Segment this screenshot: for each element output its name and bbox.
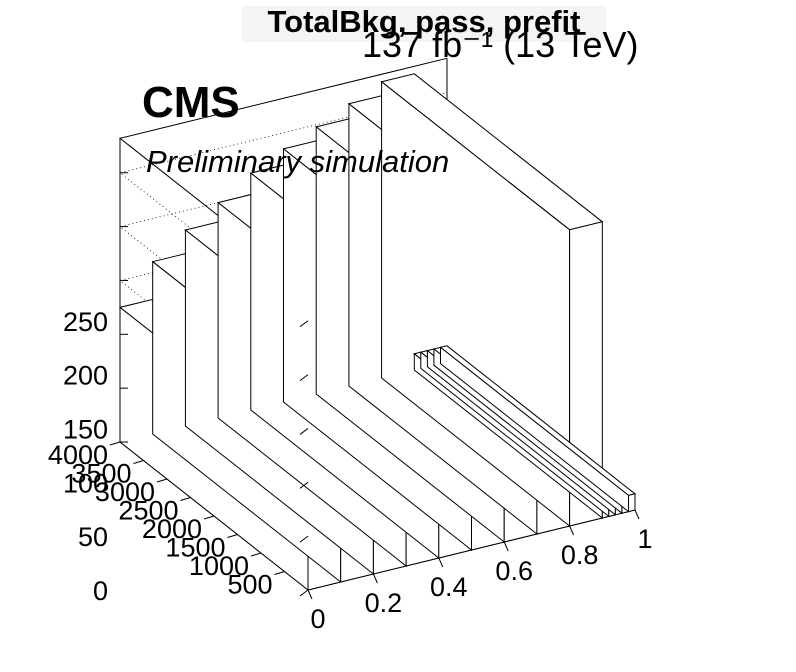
z-tick-label-1: 50 xyxy=(78,522,108,552)
y-tick-mark-6 xyxy=(133,460,144,464)
x-tick-label-5: 1 xyxy=(637,524,652,554)
title-box xyxy=(242,6,606,42)
y-tick-mark-1 xyxy=(250,552,262,557)
x-tick-label-1: 0.2 xyxy=(365,588,403,618)
y-tick-label-0: 500 xyxy=(227,570,272,600)
x-tick-label-4: 0.8 xyxy=(561,540,599,570)
lego-bar-13 xyxy=(439,345,637,513)
x-tick-mark-0 xyxy=(307,589,313,600)
x-tick-label-3: 0.6 xyxy=(495,556,533,586)
x-tick-mark-4 xyxy=(569,525,575,536)
y-tick-mark-2 xyxy=(227,534,238,538)
z-tick-mark-front-1 xyxy=(299,535,309,543)
bar-front-face xyxy=(628,493,636,513)
x-tick-label-0: 0 xyxy=(310,604,325,634)
x-tick-label-2: 0.4 xyxy=(430,572,468,602)
tick-labels: 05010015020025000.20.40.60.8150010001500… xyxy=(48,172,653,634)
bars-group xyxy=(118,73,637,592)
y-tick-label-4: 2500 xyxy=(118,496,178,526)
y-tick-label-5: 3000 xyxy=(95,477,155,507)
y-tick-label-3: 2000 xyxy=(142,514,202,544)
y-tick-label-6: 3500 xyxy=(71,459,131,489)
z-tick-mark-front-3 xyxy=(299,428,309,435)
y-tick-label-7: 4000 xyxy=(48,440,108,470)
z-tick-mark-front-4 xyxy=(299,374,309,382)
x-tick-mark-2 xyxy=(438,557,444,568)
y-tick-label-1: 1000 xyxy=(189,551,249,581)
z-tick-label-5: 250 xyxy=(63,307,108,337)
z-tick-mark-front-2 xyxy=(299,481,309,489)
y-tick-mark-7 xyxy=(109,441,121,446)
z-tick-mark-front-5 xyxy=(299,320,309,328)
y-tick-label-2: 1500 xyxy=(165,533,225,563)
z-tick-label-0: 0 xyxy=(93,576,108,606)
y-tick-mark-3 xyxy=(203,515,215,520)
x-tick-mark-5 xyxy=(634,509,640,520)
z-tick-label-4: 200 xyxy=(63,361,108,391)
y-tick-mark-4 xyxy=(180,497,191,501)
x-tick-mark-1 xyxy=(372,573,378,584)
z-tick-label-3: 150 xyxy=(63,414,108,444)
y-tick-mark-5 xyxy=(156,478,168,483)
luminosity-label: 137 fb⁻¹ (13 TeV) xyxy=(362,24,639,65)
plot-title: TotalBkg, pass, prefit xyxy=(267,4,581,39)
cms-label: CMS xyxy=(142,78,240,127)
y-tick-mark-0 xyxy=(274,571,285,575)
preliminary-label: Preliminary simulation xyxy=(146,144,450,179)
z-tick-mark-front-0 xyxy=(299,589,309,597)
x-tick-mark-3 xyxy=(503,541,509,552)
z-tick-label-2: 100 xyxy=(63,468,108,498)
